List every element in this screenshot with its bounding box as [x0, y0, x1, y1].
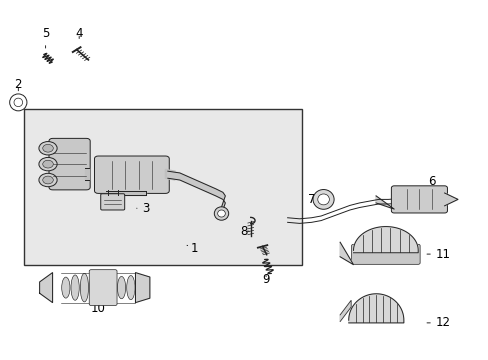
FancyBboxPatch shape: [49, 138, 90, 190]
Text: 4: 4: [75, 27, 83, 40]
Text: 1: 1: [186, 242, 198, 255]
Ellipse shape: [61, 277, 70, 298]
Ellipse shape: [42, 176, 53, 184]
Polygon shape: [375, 196, 393, 209]
Ellipse shape: [42, 144, 53, 152]
Text: 5: 5: [42, 27, 49, 48]
Polygon shape: [348, 294, 403, 323]
Text: 3: 3: [137, 202, 150, 215]
Text: 9: 9: [262, 273, 269, 286]
Ellipse shape: [317, 194, 329, 205]
FancyBboxPatch shape: [351, 244, 419, 264]
Polygon shape: [117, 191, 146, 195]
Ellipse shape: [10, 94, 27, 111]
Ellipse shape: [39, 157, 57, 171]
Text: 2: 2: [15, 78, 22, 91]
Text: 10: 10: [91, 302, 105, 315]
Text: 8: 8: [240, 225, 249, 238]
Ellipse shape: [312, 189, 333, 209]
Ellipse shape: [39, 173, 57, 187]
Polygon shape: [167, 171, 225, 217]
Ellipse shape: [117, 276, 125, 299]
Ellipse shape: [214, 207, 228, 220]
Polygon shape: [444, 193, 457, 206]
FancyBboxPatch shape: [101, 194, 124, 210]
FancyBboxPatch shape: [390, 186, 447, 213]
FancyBboxPatch shape: [94, 156, 169, 193]
Polygon shape: [353, 226, 417, 253]
Polygon shape: [135, 273, 149, 303]
Ellipse shape: [108, 274, 116, 301]
Text: 6: 6: [422, 175, 434, 188]
FancyBboxPatch shape: [89, 270, 117, 306]
Ellipse shape: [71, 275, 79, 300]
Polygon shape: [85, 168, 89, 180]
Ellipse shape: [126, 275, 135, 300]
Text: 11: 11: [426, 248, 450, 261]
Ellipse shape: [89, 273, 98, 303]
Bar: [24, 109, 302, 265]
Polygon shape: [40, 273, 53, 303]
Ellipse shape: [14, 98, 22, 107]
Ellipse shape: [80, 273, 88, 302]
Ellipse shape: [99, 273, 107, 302]
Polygon shape: [165, 170, 175, 180]
Text: 12: 12: [426, 316, 450, 329]
Ellipse shape: [39, 141, 57, 155]
Polygon shape: [340, 300, 350, 321]
Polygon shape: [340, 242, 353, 265]
Ellipse shape: [42, 160, 53, 168]
Text: 7: 7: [307, 193, 318, 206]
Ellipse shape: [217, 210, 225, 217]
